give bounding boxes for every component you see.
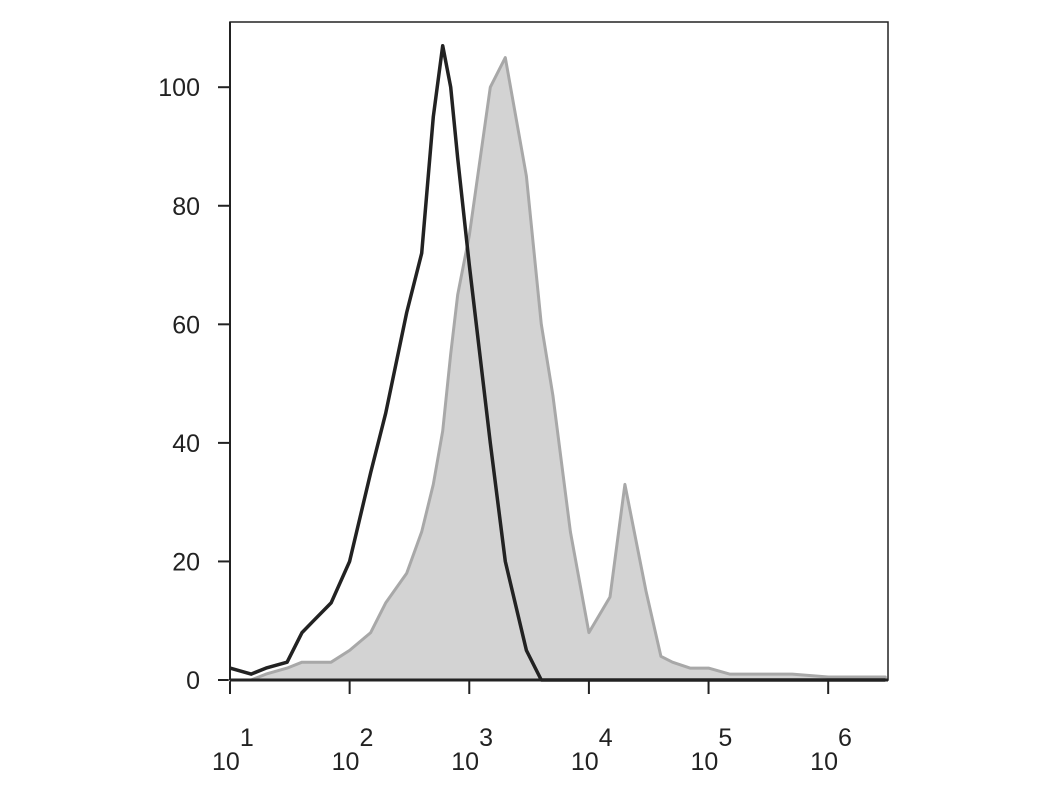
x-tick-label: 103: [451, 724, 493, 776]
x-tick-base: 10: [212, 748, 240, 776]
x-tick-base: 10: [332, 748, 360, 776]
x-tick-exponent: 4: [599, 724, 613, 752]
x-tick-base: 10: [451, 748, 479, 776]
y-tick-label: 20: [172, 548, 200, 576]
x-tick-label: 105: [691, 724, 733, 776]
x-tick-label: 104: [571, 724, 613, 776]
x-tick-exponent: 3: [479, 724, 493, 752]
y-tick-label: 0: [186, 667, 200, 695]
x-tick-label: 106: [810, 724, 852, 776]
x-tick-label: 101: [212, 724, 254, 776]
x-tick-exponent: 2: [359, 724, 373, 752]
x-tick-exponent: 1: [240, 724, 254, 752]
x-tick-exponent: 5: [718, 724, 732, 752]
x-tick-base: 10: [571, 748, 599, 776]
x-tick-label: 102: [332, 724, 374, 776]
y-tick-label: 80: [172, 193, 200, 221]
x-tick-base: 10: [810, 748, 838, 776]
y-tick-label: 60: [172, 311, 200, 339]
y-tick-label: 40: [172, 430, 200, 458]
y-tick-label: 100: [158, 74, 200, 102]
x-tick-exponent: 6: [838, 724, 852, 752]
filled-histogram: [228, 56, 887, 682]
x-tick-base: 10: [691, 748, 719, 776]
